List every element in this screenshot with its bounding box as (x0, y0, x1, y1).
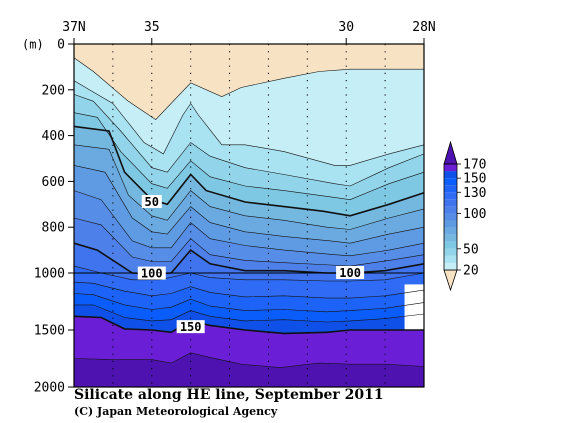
contour-label-bg (176, 320, 205, 334)
contour-line (73, 144, 425, 230)
contour-label: 150 (180, 320, 202, 334)
fill-band (74, 112, 424, 216)
colorbar-band (444, 234, 457, 242)
contour-label-bg (137, 266, 166, 280)
y-tick-label: 800 (42, 221, 65, 236)
fill-band (74, 190, 424, 267)
colorbar-label: 20 (463, 264, 479, 279)
colorbar-band (444, 199, 457, 207)
colorbar-band (444, 262, 457, 270)
y-tick-label: 400 (42, 129, 65, 144)
colorbar-band (444, 241, 457, 249)
x-tick-label: 28N (412, 20, 435, 35)
colorbar-label: 130 (463, 186, 486, 201)
contour-line (73, 165, 425, 244)
colorbar-band (444, 213, 457, 221)
colorbar-high-arrow (443, 140, 458, 165)
contour-line (73, 190, 425, 257)
y-tick-label: 600 (42, 175, 65, 190)
colorbar-frame (443, 163, 458, 271)
fill-band (74, 316, 424, 368)
plot-frame (73, 43, 425, 388)
contour-line (73, 57, 424, 120)
y-tick-label: 0 (57, 38, 65, 53)
contour-label: 100 (141, 267, 163, 281)
colorbar-label: 170 (463, 158, 486, 173)
y-tick-label: 1000 (34, 267, 65, 282)
contour-label: 100 (339, 266, 361, 280)
fill-band (74, 352, 424, 387)
colorbar-label: 150 (463, 172, 486, 187)
no-data-patch (404, 284, 424, 330)
colorbar-label: 50 (463, 242, 479, 257)
contour-line (73, 94, 425, 187)
y-tick-label: 200 (42, 83, 65, 98)
colorbar-band (444, 227, 457, 235)
colorbar-band (444, 171, 457, 179)
contour-label: 50 (145, 195, 159, 209)
colorbar-band (444, 164, 457, 172)
fill-band (74, 293, 424, 322)
fill-band (74, 304, 424, 334)
colorbar-label: 100 (463, 207, 486, 222)
chart-title: Silicate along HE line, September 2011 (74, 387, 384, 403)
colorbar-band (444, 185, 457, 193)
colorbar-band (444, 192, 457, 200)
x-tick-label: 35 (144, 20, 160, 35)
fill-band (74, 57, 424, 166)
fill-band (74, 165, 424, 256)
colorbar-band (444, 178, 457, 186)
x-tick-label: 37N (62, 20, 85, 35)
colorbar-band (444, 206, 457, 214)
contour-line (73, 125, 425, 217)
contour-label-bg (141, 195, 162, 209)
contour-line (73, 352, 425, 368)
fill-band (74, 80, 424, 186)
y-tick-label: 1500 (34, 324, 65, 339)
contour-line (74, 304, 425, 323)
fill-band (74, 218, 424, 275)
fill-band (74, 266, 424, 299)
contour-line (73, 315, 424, 335)
contour-value-labels: 50 100 150 100 (137, 195, 365, 334)
x-tick-label: 30 (338, 20, 354, 35)
contour-line (73, 80, 425, 166)
x-axis: 37N 35 30 28N (62, 20, 436, 44)
fill-band (74, 94, 424, 200)
chart-credit: (C) Japan Meteorological Agency (74, 405, 278, 418)
y-axis: 0 200 400 600 800 1000 1500 2000 (34, 38, 74, 396)
colorbar-low-arrow (443, 269, 458, 292)
fill-band (74, 144, 424, 244)
contour-label-bg (336, 266, 365, 279)
contour-line (73, 293, 425, 313)
colorbar-band (444, 220, 457, 228)
contour-line (73, 112, 425, 201)
y-axis-unit: (m) (22, 38, 44, 52)
concentration-fill-bands (74, 44, 424, 387)
colorbar-band (444, 248, 457, 256)
fill-band (74, 44, 424, 120)
colorbar-band (444, 255, 457, 263)
contour-line (73, 281, 425, 299)
contour-line (73, 265, 425, 282)
no-data-regions (404, 284, 424, 330)
y-tick-label: 2000 (34, 381, 65, 396)
